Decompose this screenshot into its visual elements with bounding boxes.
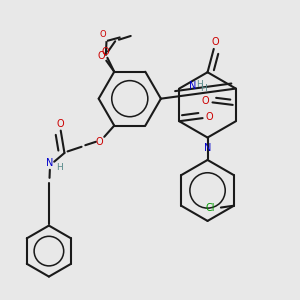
Text: N: N [189, 81, 197, 91]
Text: N: N [46, 158, 53, 168]
Text: O: O [95, 137, 103, 147]
Text: O: O [212, 37, 219, 47]
Text: O: O [101, 47, 109, 57]
Text: O: O [202, 95, 209, 106]
Text: O: O [206, 112, 213, 122]
Text: Cl: Cl [205, 202, 215, 212]
Text: O: O [57, 119, 64, 129]
Text: O: O [99, 30, 106, 39]
Text: H: H [196, 80, 203, 89]
Text: O: O [98, 51, 106, 61]
Text: H: H [200, 84, 207, 93]
Text: N: N [205, 142, 212, 152]
Text: H: H [56, 163, 63, 172]
